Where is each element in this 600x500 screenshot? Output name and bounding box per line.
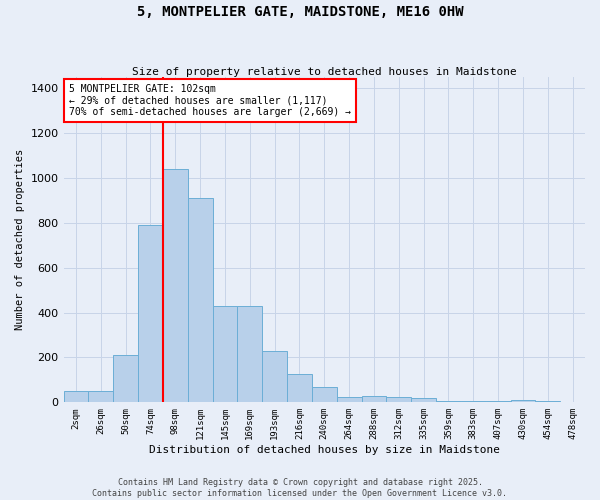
Bar <box>262 351 287 403</box>
Bar <box>337 396 362 402</box>
Bar <box>88 391 113 402</box>
Bar <box>461 401 485 402</box>
Bar <box>436 401 461 402</box>
Bar <box>287 374 312 402</box>
Bar <box>212 306 238 402</box>
Bar <box>188 198 212 402</box>
Bar <box>362 396 386 402</box>
Bar <box>485 401 511 402</box>
Text: 5, MONTPELIER GATE, MAIDSTONE, ME16 0HW: 5, MONTPELIER GATE, MAIDSTONE, ME16 0HW <box>137 5 463 19</box>
Bar <box>511 400 535 402</box>
Bar <box>163 169 188 402</box>
Text: Contains HM Land Registry data © Crown copyright and database right 2025.
Contai: Contains HM Land Registry data © Crown c… <box>92 478 508 498</box>
X-axis label: Distribution of detached houses by size in Maidstone: Distribution of detached houses by size … <box>149 445 500 455</box>
Bar <box>113 356 138 403</box>
Bar <box>411 398 436 402</box>
Bar <box>238 306 262 402</box>
Text: 5 MONTPELIER GATE: 102sqm
← 29% of detached houses are smaller (1,117)
70% of se: 5 MONTPELIER GATE: 102sqm ← 29% of detac… <box>69 84 351 117</box>
Y-axis label: Number of detached properties: Number of detached properties <box>15 149 25 330</box>
Bar <box>312 386 337 402</box>
Bar <box>386 396 411 402</box>
Title: Size of property relative to detached houses in Maidstone: Size of property relative to detached ho… <box>132 66 517 76</box>
Bar <box>535 401 560 402</box>
Bar <box>64 391 88 402</box>
Bar <box>138 225 163 402</box>
